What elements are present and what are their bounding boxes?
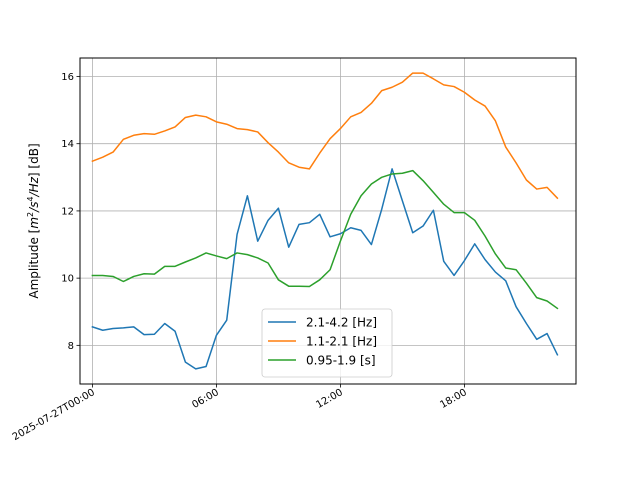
y-tick-label: 8 [68,341,74,352]
legend-entry-label: 2.1-4.2 [Hz] [306,316,377,330]
legend-entry-label: 1.1-2.1 [Hz] [306,335,377,349]
y-axis-label: Amplitude [m2/s4/Hz] [dB] [26,143,41,298]
grid [80,58,576,384]
y-tick-label: 14 [61,139,74,150]
legend: 2.1-4.2 [Hz] 1.1-2.1 [Hz] 0.95-1.9 [s] [261,308,393,378]
plot-frame [79,57,577,385]
y-tick-label: 10 [61,274,74,285]
series-line-3 [91,169,559,310]
legend-entry-label: 0.95-1.9 [s] [306,354,376,368]
series-lines [91,72,559,370]
y-tick-label: 16 [61,72,74,83]
series-line-1 [91,168,559,370]
series-line-2 [91,72,559,200]
y-tick-label: 12 [61,206,74,217]
